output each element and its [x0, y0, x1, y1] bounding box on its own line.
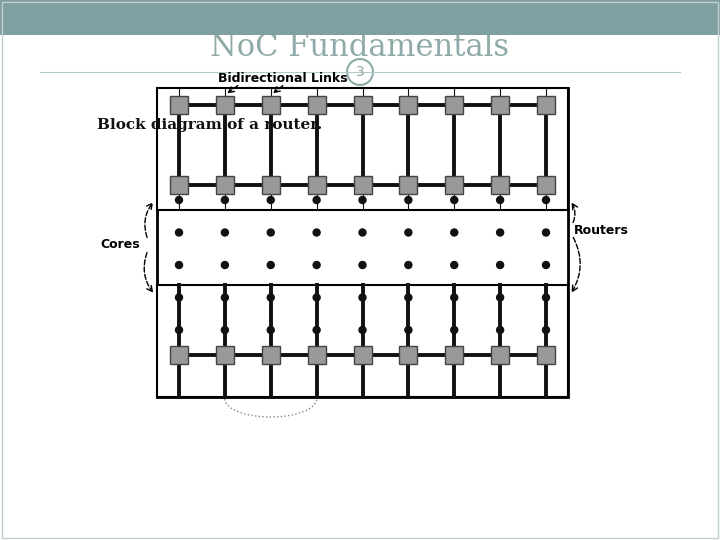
- Circle shape: [359, 229, 366, 236]
- Circle shape: [221, 261, 228, 268]
- Circle shape: [451, 229, 458, 236]
- Text: Bidirectional Links: Bidirectional Links: [218, 71, 348, 84]
- Circle shape: [405, 229, 412, 236]
- Bar: [400, 96, 418, 114]
- Circle shape: [451, 261, 458, 268]
- Bar: [537, 346, 555, 364]
- Circle shape: [542, 229, 549, 236]
- Circle shape: [221, 294, 228, 301]
- Circle shape: [176, 197, 182, 204]
- Bar: [537, 176, 555, 194]
- Circle shape: [267, 327, 274, 334]
- Bar: [354, 176, 372, 194]
- Bar: [170, 176, 188, 194]
- Circle shape: [267, 294, 274, 301]
- Bar: [491, 96, 509, 114]
- Circle shape: [267, 229, 274, 236]
- Bar: [307, 176, 325, 194]
- Circle shape: [497, 229, 503, 236]
- Bar: [216, 346, 234, 364]
- Text: Cores: Cores: [100, 239, 140, 252]
- Circle shape: [497, 261, 503, 268]
- Bar: [445, 176, 463, 194]
- Text: NoC Fundamentals: NoC Fundamentals: [210, 32, 510, 64]
- Circle shape: [313, 294, 320, 301]
- Bar: [157, 88, 568, 397]
- Circle shape: [497, 327, 503, 334]
- Bar: [537, 96, 555, 114]
- Circle shape: [176, 327, 182, 334]
- Circle shape: [359, 197, 366, 204]
- Text: 3: 3: [356, 65, 364, 79]
- Circle shape: [542, 294, 549, 301]
- Bar: [157, 285, 568, 397]
- Circle shape: [405, 197, 412, 204]
- Circle shape: [405, 327, 412, 334]
- Circle shape: [313, 197, 320, 204]
- Circle shape: [221, 197, 228, 204]
- Bar: [491, 176, 509, 194]
- Circle shape: [313, 229, 320, 236]
- Circle shape: [451, 294, 458, 301]
- Bar: [262, 96, 280, 114]
- Circle shape: [267, 261, 274, 268]
- Circle shape: [359, 294, 366, 301]
- Circle shape: [542, 327, 549, 334]
- Bar: [354, 96, 372, 114]
- Bar: [400, 346, 418, 364]
- Bar: [400, 176, 418, 194]
- Circle shape: [176, 229, 182, 236]
- Circle shape: [451, 327, 458, 334]
- Circle shape: [221, 229, 228, 236]
- Circle shape: [542, 261, 549, 268]
- Circle shape: [542, 197, 549, 204]
- Bar: [170, 346, 188, 364]
- Bar: [307, 96, 325, 114]
- Bar: [216, 176, 234, 194]
- Circle shape: [451, 197, 458, 204]
- Circle shape: [313, 327, 320, 334]
- Bar: [216, 96, 234, 114]
- Circle shape: [359, 261, 366, 268]
- Bar: [445, 96, 463, 114]
- Bar: [354, 346, 372, 364]
- Text: Block diagram of a router.: Block diagram of a router.: [97, 118, 323, 132]
- Circle shape: [221, 327, 228, 334]
- Circle shape: [176, 261, 182, 268]
- Circle shape: [359, 327, 366, 334]
- Bar: [262, 346, 280, 364]
- Text: Routers: Routers: [574, 224, 629, 237]
- Bar: [170, 96, 188, 114]
- Circle shape: [405, 294, 412, 301]
- Circle shape: [313, 261, 320, 268]
- Bar: [0, 0, 720, 35]
- Circle shape: [497, 197, 503, 204]
- Circle shape: [405, 261, 412, 268]
- Bar: [445, 346, 463, 364]
- Bar: [307, 346, 325, 364]
- Circle shape: [497, 294, 503, 301]
- Bar: [157, 88, 568, 210]
- Bar: [491, 346, 509, 364]
- Bar: [262, 176, 280, 194]
- Circle shape: [176, 294, 182, 301]
- Circle shape: [267, 197, 274, 204]
